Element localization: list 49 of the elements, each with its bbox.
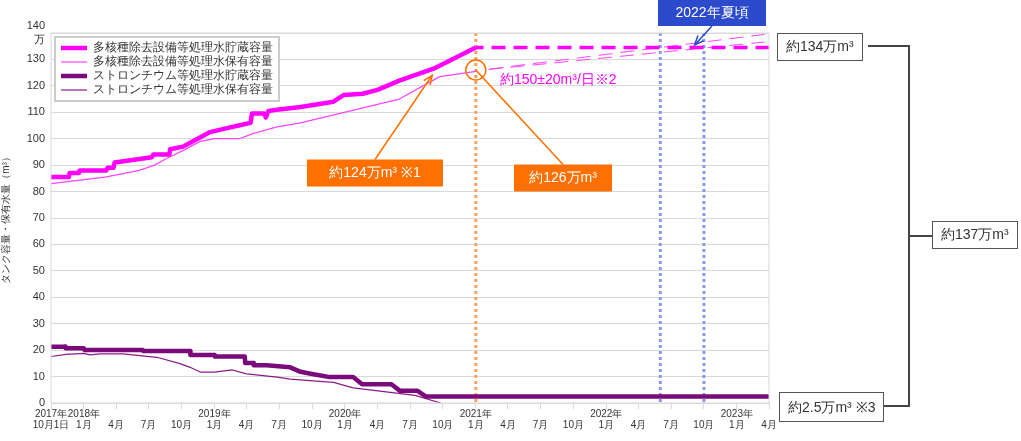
legend-label: 多核種除去設備等処理水貯蔵容量 xyxy=(93,40,273,55)
x-tick-label: 7月 xyxy=(663,418,679,430)
x-tick-label: 4月 xyxy=(500,418,516,430)
y-tick-label: 70 xyxy=(32,211,45,224)
y-tick-label: 30 xyxy=(32,316,45,329)
x-tick-label: 7月 xyxy=(532,418,549,430)
legend-label: ストロンチウム等処理水保有容量 xyxy=(93,82,273,97)
annotation: 約126万m³ xyxy=(529,168,598,185)
x-tick-label: 7月 xyxy=(140,418,157,430)
annotation: 約124万m³ ※1 xyxy=(329,163,421,180)
y-tick-label: 10 xyxy=(32,369,45,382)
y-tick-label: 130 xyxy=(26,52,45,65)
x-tick-label: 10月 xyxy=(693,418,715,430)
y-tick-label: 80 xyxy=(32,184,45,197)
y-tick-label: 0 xyxy=(38,396,45,409)
x-tick-label: 4月 xyxy=(108,418,124,430)
y-tick-label: 110 xyxy=(27,105,45,118)
x-tick-label: 4月 xyxy=(369,418,386,430)
x-tick-label: 2020年 1月 xyxy=(328,408,362,430)
x-tick-label: 4月 xyxy=(761,418,777,430)
x-tick-label: 10月 xyxy=(301,418,323,430)
x-tick-label: 4月 xyxy=(630,418,647,430)
x-tick-label: 7月 xyxy=(402,418,418,430)
y-tick-label: 20 xyxy=(32,343,45,356)
x-tick-label: 10月 xyxy=(170,418,193,430)
x-tick-label: 10月 xyxy=(562,418,584,430)
x-tick-label: 7月 xyxy=(271,418,287,430)
text: 約2.5万m³ ※3 xyxy=(779,392,885,422)
x-tick-label: 2023年 1月 xyxy=(720,408,753,430)
x-tick-label: 2018年 1月 xyxy=(67,408,101,430)
y-tick-label: 140 万 xyxy=(26,19,45,45)
y-tick-label: 90 xyxy=(32,158,45,171)
x-tick-label: 4月 xyxy=(238,418,255,430)
y-tick-label: 40 xyxy=(32,290,45,303)
legend-label: ストロンチウム等処理水貯蔵容量 xyxy=(93,68,273,83)
text: 約137万m³ xyxy=(932,221,1018,249)
y-axis-title: タンク容量・保有水量（m³） xyxy=(0,152,11,284)
y-tick-label: 60 xyxy=(32,237,45,250)
y-tick-label: 50 xyxy=(32,263,45,276)
annotation: 約150±20m³/日※2 xyxy=(500,70,617,87)
x-tick-label: 2021年 1月 xyxy=(459,408,492,430)
text: 約134万m³ xyxy=(777,33,863,61)
x-tick-label: 2019年 1月 xyxy=(198,408,231,430)
legend-label: 多核種除去設備等処理水保有容量 xyxy=(93,54,273,69)
x-tick-label: 2022年 1月 xyxy=(590,408,623,430)
y-tick-label: 100 xyxy=(26,131,45,144)
y-tick-label: 120 xyxy=(26,78,45,91)
annotation: 2022年夏頃 xyxy=(675,3,749,20)
x-tick-label: 10月 xyxy=(432,418,454,430)
